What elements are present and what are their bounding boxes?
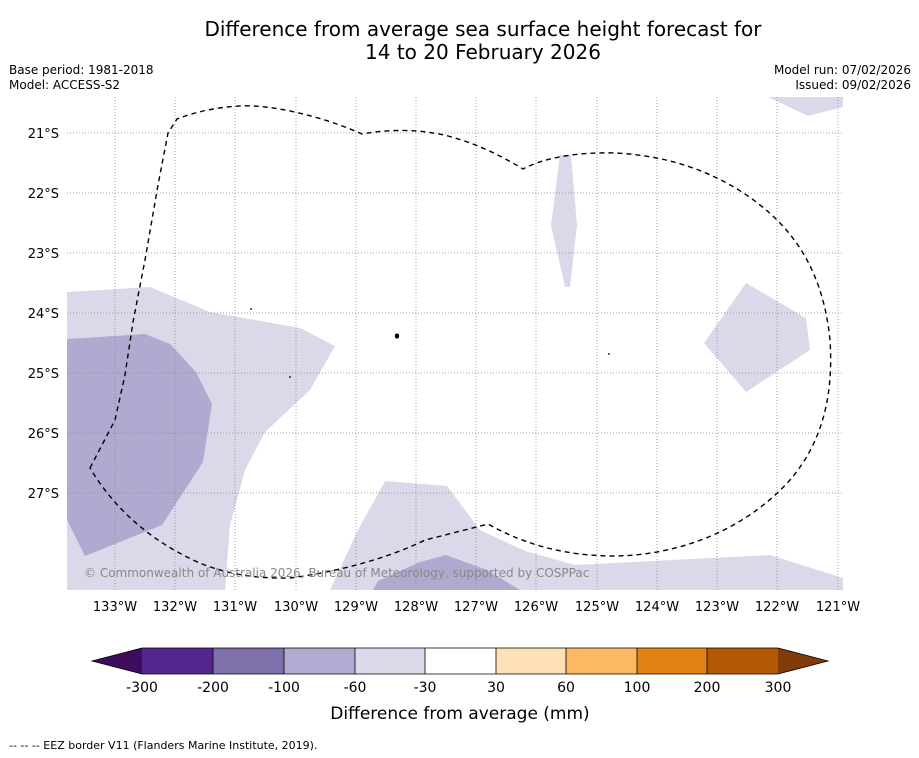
colorbar-tick-label: -100 [268, 680, 300, 696]
copyright-note: © Commonwealth of Australia 2026, Bureau… [84, 566, 589, 580]
lon-labels: 133°W 132°W 131°W 130°W 129°W 128°W 127°… [93, 600, 860, 615]
colorbar-dividers [212, 648, 708, 674]
colorbar: -300 -200 -100 -60 -30 30 60 100 200 300… [90, 647, 830, 724]
title-line-1: Difference from average sea surface heig… [204, 17, 762, 41]
island-mark [289, 376, 291, 378]
anomaly-region-central-narrow [551, 155, 577, 287]
colorbar-extend-high [778, 648, 828, 674]
colorbar-outline [90, 647, 830, 675]
colorbar-extend-low [92, 648, 142, 674]
anomaly-region-northeast [768, 97, 843, 116]
lon-label: 121°W [816, 600, 860, 615]
lon-label: 122°W [755, 600, 799, 615]
colorbar-bin [142, 648, 213, 674]
anomaly-region-east [704, 283, 810, 392]
eez-border [89, 105, 832, 579]
colorbar-ticks: -300 -200 -100 -60 -30 30 60 100 200 300 [126, 680, 791, 696]
colorbar-tick-label: -60 [344, 680, 367, 696]
colorbar-bin [355, 648, 425, 674]
lon-label: 128°W [394, 600, 438, 615]
lon-label: 127°W [454, 600, 498, 615]
lon-label: 131°W [213, 600, 257, 615]
model-name: Model: ACCESS-S2 [9, 78, 121, 92]
lon-label: 129°W [334, 600, 378, 615]
lon-label: 132°W [153, 600, 197, 615]
lon-label: 125°W [575, 600, 619, 615]
colorbar-tick-label: -300 [126, 680, 158, 696]
lon-label: 124°W [635, 600, 679, 615]
lon-label: 133°W [93, 600, 137, 615]
lat-label: 24°S [28, 307, 59, 322]
base-period: Base period: 1981-2018 [9, 63, 154, 77]
colorbar-tick-label: 60 [557, 680, 575, 696]
model-run: Model run: 07/02/2026 [773, 63, 911, 77]
colorbar-tick-label: 200 [694, 680, 721, 696]
lat-labels: 21°S 22°S 23°S 24°S 25°S 26°S 27°S [28, 127, 59, 502]
colorbar-bin [284, 648, 355, 674]
lat-label: 21°S [28, 127, 59, 142]
meta-left: Base period: 1981-2018 Model: ACCESS-S2 [9, 63, 154, 93]
lat-label: 23°S [28, 247, 59, 262]
colorbar-tick-label: 100 [624, 680, 651, 696]
colorbar-bin [707, 648, 778, 674]
colorbar-tick-label: -30 [414, 680, 437, 696]
lon-label: 123°W [695, 600, 739, 615]
lon-label: 126°W [514, 600, 558, 615]
title-line-2: 14 to 20 February 2026 [365, 40, 601, 64]
colorbar-bin [213, 648, 284, 674]
anomaly-region-south-core [373, 555, 520, 590]
islands [250, 308, 610, 378]
colorbar-tick-label: 30 [487, 680, 505, 696]
lat-label: 25°S [28, 367, 59, 382]
lon-label: 130°W [274, 600, 318, 615]
colorbar-tick-label: -200 [197, 680, 229, 696]
colorbar-bin [425, 648, 496, 674]
eez-legend-note: -- -- -- EEZ border V11 (Flanders Marine… [9, 739, 318, 752]
lat-label: 22°S [28, 187, 59, 202]
lat-label: 26°S [28, 427, 59, 442]
colorbar-title: Difference from average (mm) [330, 704, 589, 724]
colorbar-bin [637, 648, 707, 674]
chart-title: Difference from average sea surface heig… [0, 18, 919, 64]
island-mark [394, 333, 400, 339]
lat-label: 27°S [28, 487, 59, 502]
colorbar-bin [496, 648, 566, 674]
colorbar-tick-label: 300 [765, 680, 792, 696]
anomaly-region-west-core [67, 334, 212, 556]
colorbar-bin [566, 648, 637, 674]
island-mark [608, 353, 610, 355]
lon-gridlines [114, 97, 839, 590]
lat-gridlines [67, 132, 843, 494]
meta-right: Model run: 07/02/2026 Issued: 09/02/2026 [774, 63, 911, 93]
island-mark [250, 308, 252, 310]
map-area: © Commonwealth of Australia 2026, Bureau… [67, 97, 843, 590]
issued-date: Issued: 09/02/2026 [795, 78, 911, 92]
